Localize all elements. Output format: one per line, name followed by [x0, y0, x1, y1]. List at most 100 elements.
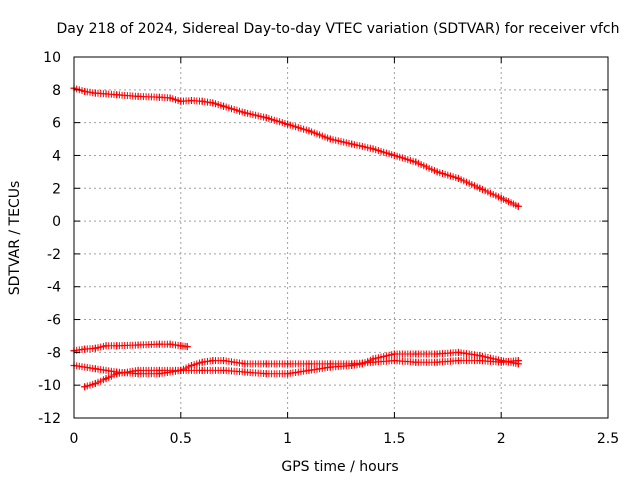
data-point: [113, 342, 121, 350]
y-tick-label: -2: [47, 247, 61, 263]
data-point: [326, 135, 334, 143]
data-point: [102, 90, 110, 98]
data-point: [514, 360, 522, 368]
plot-frame: [73, 56, 609, 419]
data-point: [155, 366, 163, 374]
y-tick-label: 4: [52, 148, 61, 164]
data-point: [514, 202, 522, 210]
data-point: [91, 344, 99, 352]
y-axis-label: SDTVAR / TECUs: [7, 181, 23, 296]
y-tick-label: 2: [52, 181, 61, 197]
x-tick-label: 1: [283, 431, 292, 447]
data-point: [177, 97, 185, 105]
data-point: [284, 120, 292, 128]
data-point: [305, 360, 313, 368]
data-point: [369, 355, 377, 363]
data-point: [412, 158, 420, 166]
data-point: [91, 89, 99, 97]
y-tick-label: -12: [38, 411, 61, 427]
data-point: [134, 366, 142, 374]
data-point: [155, 93, 163, 101]
data-point: [497, 194, 505, 202]
data-point: [198, 358, 206, 366]
y-tick-label: -8: [47, 345, 61, 361]
y-tick-label: 6: [52, 116, 61, 132]
data-point: [220, 102, 228, 110]
data-point: [412, 358, 420, 366]
y-tick-label: 10: [43, 50, 61, 66]
data-point: [305, 127, 313, 135]
data-point: [358, 360, 366, 368]
data-point: [433, 350, 441, 358]
data-point: [113, 370, 121, 378]
data-point: [454, 357, 462, 365]
data-point: [348, 361, 356, 369]
data-point: [433, 168, 441, 176]
chart-title: Day 218 of 2024, Sidereal Day-to-day VTE…: [56, 21, 619, 37]
data-point: [262, 360, 270, 368]
data-point: [241, 368, 249, 376]
data-point: [390, 151, 398, 159]
tick-layer: 0 0.5 1 1.5 2 2.5 -12 -10 -8 -6 -4 -2 0 2 4 6 8 10: [38, 50, 619, 447]
data-point: [81, 345, 89, 353]
data-point: [113, 91, 121, 99]
data-point: [262, 114, 270, 122]
data-point: [166, 340, 174, 348]
data-point: [183, 343, 191, 351]
y-tick-label: -4: [47, 280, 61, 296]
data-point: [454, 348, 462, 356]
data-point: [454, 174, 462, 182]
data-point: [390, 357, 398, 365]
data-point: [198, 97, 206, 105]
data-point: [155, 340, 163, 348]
y-tick-label: 0: [52, 214, 61, 230]
data-point: [284, 360, 292, 368]
data-point: [81, 383, 89, 391]
data-point: [326, 363, 334, 371]
data-point: [220, 357, 228, 365]
y-tick-label: -6: [47, 313, 61, 329]
data-point: [369, 145, 377, 153]
x-tick-label: 1.5: [383, 431, 405, 447]
x-tick-label: 0.5: [170, 431, 192, 447]
x-tick-label: 0: [70, 431, 79, 447]
x-axis-label: GPS time / hours: [281, 459, 398, 475]
series-arc-minus-9.3: [81, 348, 522, 391]
data-point: [177, 366, 185, 374]
data-point: [284, 370, 292, 378]
series-arc-upper: [70, 84, 522, 210]
data-point: [209, 357, 217, 365]
y-tick-label: -10: [38, 378, 61, 394]
series-layer: [70, 84, 522, 391]
data-point: [91, 380, 99, 388]
data-point: [433, 358, 441, 366]
data-point: [390, 350, 398, 358]
data-point: [220, 366, 228, 374]
data-point: [348, 140, 356, 148]
data-point: [305, 366, 313, 374]
data-point: [198, 366, 206, 374]
data-point: [134, 341, 142, 349]
data-point: [241, 360, 249, 368]
series-markers: [81, 348, 522, 391]
series-markers: [70, 84, 522, 210]
data-point: [412, 350, 420, 358]
data-point: [102, 342, 110, 350]
data-point: [166, 94, 174, 102]
data-point: [241, 109, 249, 117]
data-point: [476, 352, 484, 360]
data-point: [476, 184, 484, 192]
data-point: [102, 375, 110, 383]
data-point: [187, 96, 195, 104]
x-tick-label: 2.5: [597, 431, 619, 447]
grid-layer: [74, 57, 608, 418]
data-point: [177, 342, 185, 350]
y-tick-label: 8: [52, 83, 61, 99]
data-point: [81, 87, 89, 95]
data-point: [497, 357, 505, 365]
data-point: [91, 365, 99, 373]
x-tick-label: 2: [497, 431, 506, 447]
data-point: [262, 370, 270, 378]
data-point: [134, 92, 142, 100]
